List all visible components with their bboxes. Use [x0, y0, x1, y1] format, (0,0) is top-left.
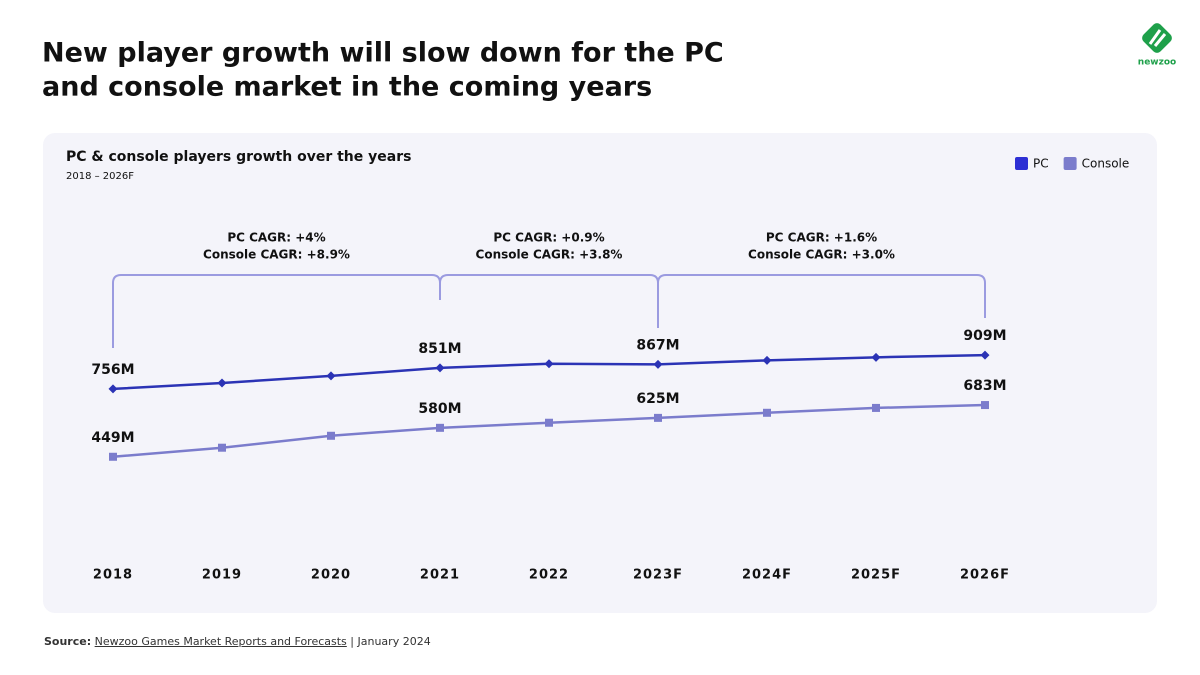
source: Source: Newzoo Games Market Reports and …	[44, 635, 431, 648]
point	[762, 355, 772, 365]
logo: newzoo	[1138, 23, 1176, 68]
source-link[interactable]: Newzoo Games Market Reports and Forecast…	[94, 635, 347, 648]
value-label: 851M	[418, 341, 461, 357]
headline: and console market in the coming years	[42, 72, 652, 103]
x-tick-label: 2022	[529, 568, 569, 583]
point	[327, 431, 335, 440]
point	[435, 363, 445, 373]
value-label: 449M	[91, 430, 134, 446]
x-tick-label: 2021	[420, 568, 460, 583]
source-date: | January 2024	[350, 635, 431, 648]
point	[108, 384, 118, 394]
x-tick-label: 2018	[93, 568, 133, 583]
x-tick-label: 2023F	[633, 568, 683, 583]
point	[218, 443, 226, 452]
point	[326, 371, 336, 381]
point	[217, 378, 227, 388]
value-label: 756M	[91, 362, 134, 378]
point	[871, 352, 881, 362]
cagr-label: Console CAGR: +3.8%	[476, 248, 623, 262]
value-label: 580M	[418, 401, 461, 417]
value-label: 683M	[963, 378, 1006, 394]
legend-label: Console	[1082, 157, 1130, 171]
point	[544, 359, 554, 369]
value-label: 625M	[636, 391, 679, 407]
point	[653, 359, 663, 369]
value-label: 909M	[963, 328, 1006, 344]
x-tick-label: 2026F	[960, 568, 1010, 583]
legend-swatch	[1063, 157, 1077, 170]
point	[763, 408, 771, 417]
source-label: Source:	[44, 635, 92, 648]
x-tick-label: 2025F	[851, 568, 901, 583]
headline: New player growth will slow down for the…	[42, 38, 724, 69]
logo-text: newzoo	[1138, 58, 1176, 68]
x-tick-label: 2019	[202, 568, 242, 583]
point	[109, 452, 117, 461]
point	[654, 413, 662, 422]
x-tick-label: 2024F	[742, 568, 792, 583]
cagr-label: PC CAGR: +1.6%	[766, 231, 877, 245]
cagr-label: PC CAGR: +4%	[227, 231, 325, 245]
point	[981, 401, 989, 410]
chart-subtitle: 2018 – 2026F	[66, 171, 134, 182]
cagr-bracket	[657, 274, 986, 328]
x-tick-label: 2020	[311, 568, 351, 583]
card	[43, 133, 1157, 613]
cagr-label: PC CAGR: +0.9%	[493, 231, 604, 245]
point	[872, 403, 880, 412]
legend-label: PC	[1033, 157, 1049, 171]
cagr-label: Console CAGR: +3.0%	[748, 248, 895, 262]
chart-title: PC & console players growth over the yea…	[66, 149, 411, 165]
point	[545, 418, 553, 427]
cagr-label: Console CAGR: +8.9%	[203, 248, 350, 262]
value-label: 867M	[636, 337, 679, 353]
point	[980, 350, 990, 360]
legend-swatch	[1015, 157, 1028, 170]
point	[436, 423, 444, 432]
